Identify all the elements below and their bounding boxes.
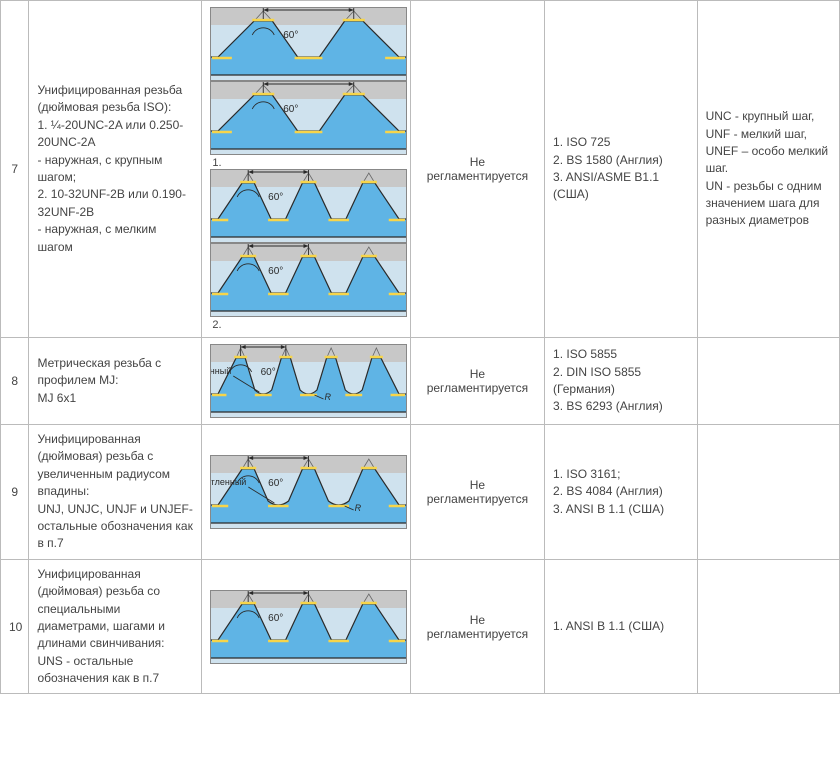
notes-cell <box>697 559 839 694</box>
thread-diagram: P 60° скругленный R <box>210 344 407 418</box>
thread-diagram: P 60° <box>210 590 407 664</box>
thread-description: Унифицированная резьба (дюймовая резьба … <box>29 1 202 338</box>
row-number: 10 <box>1 559 29 694</box>
regulation-cell: Не регламентируется <box>410 425 544 560</box>
diagram-cell: P 60° P 60° 1. P 60° <box>202 1 410 338</box>
thread-diagram: P 60° <box>210 243 407 317</box>
standards-cell: 1. ISO 58552. DIN ISO 5855 (Германия)3. … <box>545 338 698 425</box>
diagram-index-label: 1. <box>212 157 401 169</box>
svg-text:R: R <box>325 392 332 402</box>
svg-text:скругленный: скругленный <box>210 477 246 487</box>
svg-text:60°: 60° <box>284 104 299 115</box>
diagram-index-label: 2. <box>212 319 401 331</box>
row-number: 8 <box>1 338 29 425</box>
svg-text:60°: 60° <box>284 30 299 41</box>
standards-cell: 1. ISO 3161;2. BS 4084 (Англия)3. ANSI B… <box>545 425 698 560</box>
svg-text:60°: 60° <box>269 266 284 277</box>
svg-text:скругленный: скругленный <box>210 366 231 376</box>
diagram-cell: P 60° <box>202 559 410 694</box>
thread-table: 7 Унифицированная резьба (дюймовая резьб… <box>0 0 840 694</box>
svg-text:60°: 60° <box>261 367 276 378</box>
diagram-cell: P 60° скругленный R <box>202 338 410 425</box>
thread-diagram: P 60° <box>210 7 407 81</box>
thread-description: Унифицированная (дюймовая) резьба со спе… <box>29 559 202 694</box>
svg-text:R: R <box>355 503 362 513</box>
svg-text:60°: 60° <box>269 478 284 489</box>
svg-text:60°: 60° <box>269 613 284 624</box>
notes-cell: UNC - крупный шаг,UNF - мелкий шаг,UNEF … <box>697 1 839 338</box>
thread-diagram: P 60° <box>210 169 407 243</box>
thread-diagram: P 60° скругленный R <box>210 455 407 529</box>
row-number: 7 <box>1 1 29 338</box>
thread-diagram: P 60° <box>210 81 407 155</box>
standards-cell: 1. ISO 7252. BS 1580 (Англия)3. ANSI/ASM… <box>545 1 698 338</box>
regulation-cell: Не регламентируется <box>410 1 544 338</box>
notes-cell <box>697 338 839 425</box>
diagram-cell: P 60° скругленный R <box>202 425 410 560</box>
row-number: 9 <box>1 425 29 560</box>
thread-description: Унифицированная (дюймовая) резьба с увел… <box>29 425 202 560</box>
regulation-cell: Не регламентируется <box>410 338 544 425</box>
svg-text:60°: 60° <box>269 192 284 203</box>
standards-cell: 1. ANSI B 1.1 (США) <box>545 559 698 694</box>
notes-cell <box>697 425 839 560</box>
regulation-cell: Не регламентируется <box>410 559 544 694</box>
thread-description: Метрическая резьба с профилем MJ:MJ 6x1 <box>29 338 202 425</box>
